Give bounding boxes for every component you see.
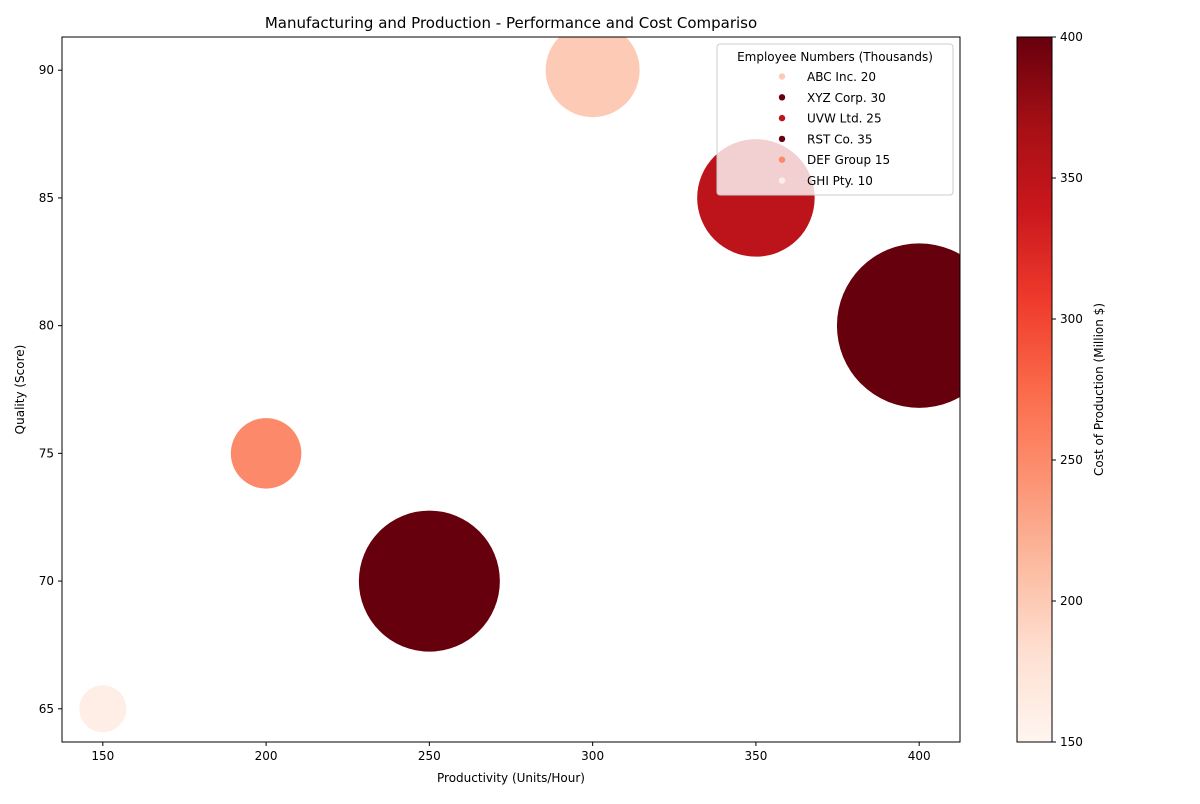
y-tick-label: 80 — [39, 319, 54, 333]
chart-title: Manufacturing and Production - Performan… — [265, 14, 757, 32]
legend-marker — [778, 94, 786, 101]
legend-entries: ABC Inc. 20 XYZ Corp. 30 UVW Ltd. 25 RST Co… — [778, 70, 890, 188]
legend-entry-label: DEF Group 15 — [807, 153, 890, 167]
y-tick-label: 90 — [39, 63, 54, 77]
y-tick-label: 75 — [39, 446, 54, 460]
colorbar-tick-label: 150 — [1060, 735, 1083, 749]
colorbar-tick-label: 350 — [1060, 171, 1083, 185]
x-tick-label: 250 — [418, 749, 441, 763]
x-tick-label: 200 — [255, 749, 278, 763]
colorbar-gradient — [1016, 36, 1053, 743]
bubble-ghi-pty — [79, 685, 127, 733]
legend-marker — [778, 73, 786, 80]
colorbar-tick-label: 400 — [1060, 30, 1083, 44]
colorbar-tick-label: 250 — [1060, 453, 1083, 467]
x-axis: 150 200 250 300 350 400 — [91, 742, 931, 763]
legend-marker — [778, 114, 786, 122]
colorbar-tick-label: 300 — [1060, 312, 1083, 326]
legend-box — [716, 43, 954, 196]
legend-entry-label: RST Co. 35 — [807, 132, 873, 146]
colorbar: 150 200 250 300 350 400 Cost of Production (M… — [1016, 30, 1106, 749]
x-tick-label: 300 — [581, 749, 604, 763]
x-tick-label: 350 — [744, 749, 767, 763]
legend-marker — [778, 135, 786, 143]
bubble-xyz-corp — [358, 510, 500, 652]
bubble-abc-inc — [545, 37, 640, 118]
legend-entry-label: ABC Inc. 20 — [807, 70, 876, 84]
x-tick-label: 400 — [908, 749, 931, 763]
legend-entry-label: UVW Ltd. 25 — [807, 112, 882, 126]
bubble-rst-co — [836, 243, 960, 408]
colorbar-ticks: 150 200 250 300 350 400 — [1052, 30, 1083, 749]
plot-frame — [61, 36, 961, 743]
legend-entry-label: XYZ Corp. 30 — [807, 91, 886, 105]
colorbar-label: Cost of Production (Million $) — [1092, 303, 1106, 476]
bubble-def-group — [230, 418, 302, 489]
y-tick-label: 65 — [39, 702, 54, 716]
x-axis-label: Productivity (Units/Hour) — [437, 771, 585, 785]
y-axis-label: Quality (Score) — [13, 345, 27, 435]
y-tick-label: 85 — [39, 191, 54, 205]
y-tick-label: 70 — [39, 574, 54, 588]
legend-marker — [778, 156, 786, 163]
legend-marker — [778, 177, 786, 184]
y-axis: 65 70 75 80 85 90 — [39, 63, 62, 716]
colorbar-tick-label: 200 — [1060, 594, 1083, 608]
legend: Employee Numbers (Thousands) ABC Inc. 20… — [716, 43, 954, 196]
x-tick-label: 150 — [91, 749, 114, 763]
legend-title: Employee Numbers (Thousands) — [737, 50, 933, 64]
legend-entry-label: GHI Pty. 10 — [807, 174, 873, 188]
